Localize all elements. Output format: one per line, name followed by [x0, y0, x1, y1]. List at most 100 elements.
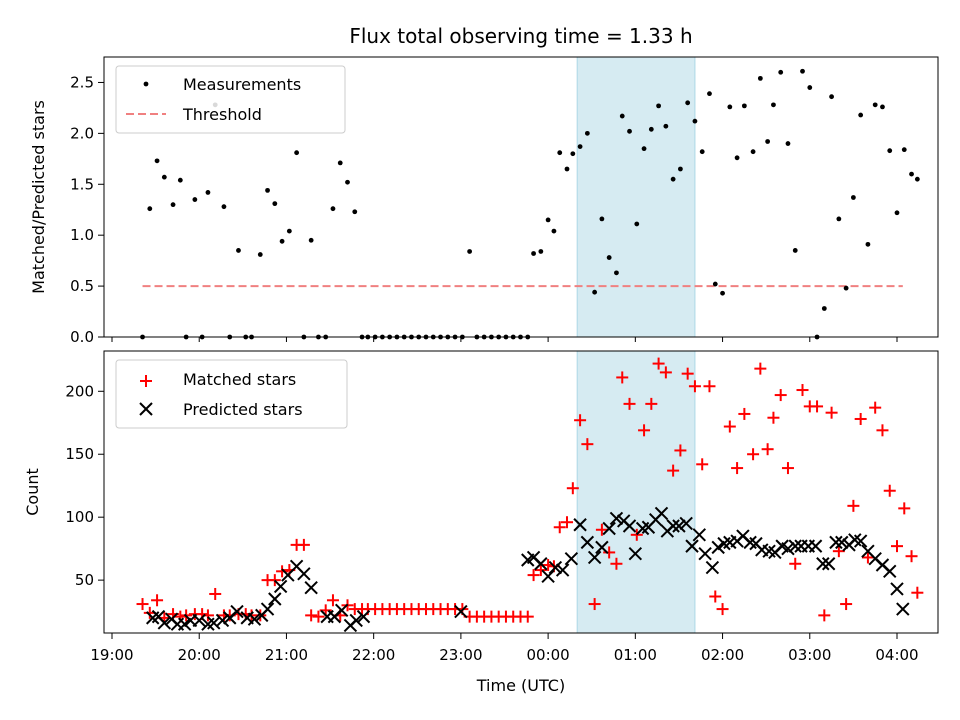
measurement-point	[619, 113, 625, 119]
measurement-point	[894, 210, 900, 216]
measurement-point	[294, 150, 300, 156]
predicted-star-marker	[304, 580, 318, 595]
measurement-point	[909, 171, 914, 177]
matched-star-marker	[731, 462, 744, 475]
predicted-star-marker	[628, 546, 643, 561]
predicted-star-marker	[821, 557, 836, 571]
predicted-star-marker	[602, 521, 616, 536]
matched-star-marker	[876, 424, 889, 437]
matched-star-marker	[645, 397, 658, 410]
measurement-point	[345, 179, 350, 185]
predicted-star-marker	[890, 582, 904, 596]
bottom-y-ticks: 50 100 150 200	[65, 382, 104, 589]
matched-star-marker	[667, 464, 680, 477]
matched-star-marker	[861, 551, 874, 564]
predicted-star-marker	[564, 552, 579, 566]
matched-star-marker	[883, 484, 896, 497]
top-highlight-span	[576, 56, 696, 338]
measurement-point	[577, 144, 583, 150]
predicted-star-marker	[230, 604, 244, 619]
matched-star-marker	[305, 609, 318, 622]
predicted-star-marker	[555, 563, 570, 577]
matched-star-marker	[898, 502, 911, 515]
predicted-star-marker	[192, 613, 206, 628]
legend-matched-marker	[140, 375, 152, 387]
matched-star-marker	[534, 564, 547, 577]
top-axes-frame	[103, 56, 939, 338]
predicted-star-marker	[247, 612, 262, 626]
matched-star-marker	[696, 458, 709, 471]
measurement-point	[836, 216, 842, 222]
matched-star-marker	[151, 594, 164, 607]
measurement-point	[778, 69, 784, 75]
x-tick-label: 21:00	[265, 646, 308, 664]
predicted-star-marker	[672, 519, 686, 533]
bottom-y-axis-label: Count	[23, 468, 42, 516]
top-y-ticks: 0.0 0.5 1.0 1.5 2.0 2.5	[70, 73, 104, 346]
measurement-point	[792, 248, 798, 253]
measurement-point	[337, 160, 343, 166]
measurement-point	[614, 270, 619, 276]
matched-star-marker	[136, 598, 149, 611]
predicted-star-marker	[349, 613, 363, 628]
measurement-point	[551, 228, 557, 234]
measurement-point	[712, 281, 718, 287]
matched-star-marker	[638, 424, 651, 437]
predicted-star-marker	[595, 540, 609, 555]
measurement-point	[750, 149, 756, 155]
predicted-star-marker	[698, 546, 712, 561]
matched-star-marker	[326, 594, 339, 607]
measurement-point	[557, 150, 563, 156]
predicted-star-marker	[580, 535, 595, 550]
y-tick-label: 200	[65, 382, 94, 400]
measurement-point	[627, 128, 632, 134]
matched-star-marker	[681, 367, 694, 380]
measurement-point	[800, 68, 805, 74]
predicted-star-marker	[896, 602, 910, 616]
predicted-star-marker	[853, 534, 868, 548]
matched-star-marker	[652, 357, 665, 370]
predicted-star-marker	[609, 511, 624, 526]
y-tick-label: 2.0	[70, 124, 94, 142]
bottom-legend: Matched stars Predicted stars	[115, 359, 348, 429]
matched-star-marker	[566, 482, 579, 495]
matched-star-marker	[688, 380, 701, 393]
measurement-point	[734, 155, 740, 161]
matched-star-marker	[209, 587, 222, 600]
x-tick-label: 22:00	[352, 646, 395, 664]
predicted-star-marker	[685, 539, 699, 553]
predicted-star-marker	[573, 518, 587, 532]
predicted-star-marker	[268, 592, 282, 606]
predicted-star-marker	[541, 569, 555, 584]
y-tick-label: 150	[65, 445, 94, 463]
measurement-point	[872, 102, 878, 108]
predicted-star-marker	[692, 528, 707, 542]
matched-star-marker	[312, 610, 325, 623]
chart-title: Flux total observing time = 1.33 h	[349, 24, 692, 48]
measurement-point	[599, 216, 605, 222]
matched-star-marker	[703, 380, 716, 393]
matched-star-marker	[774, 389, 787, 402]
measurement-point	[720, 290, 725, 296]
matched-star-marker	[610, 557, 623, 570]
matched-star-marker	[723, 420, 736, 433]
measurement-point	[865, 241, 871, 247]
x-tick-label: 19:00	[90, 646, 133, 664]
measurement-point	[843, 285, 849, 291]
measurement-point	[205, 190, 211, 195]
measurement-point	[584, 130, 590, 136]
measurement-point	[308, 237, 314, 243]
x-tick-label: 02:00	[701, 646, 744, 664]
measurement-point	[564, 166, 570, 172]
measurement-point	[771, 102, 776, 108]
measurement-point	[161, 174, 167, 180]
measurement-point	[352, 209, 358, 215]
top-panel: 0.0 0.5 1.0 1.5 2.0 2.5 Matched/Predicted sta…	[29, 56, 939, 346]
measurement-point	[545, 217, 551, 223]
measurement-point	[670, 176, 676, 182]
measurement-point	[858, 112, 864, 118]
matched-star-marker	[905, 550, 918, 563]
measurement-point	[880, 104, 885, 110]
bottom-panel: 50 100 150 200 19:00 20:00 21:00 22:00 23:00 00:…	[23, 350, 939, 695]
